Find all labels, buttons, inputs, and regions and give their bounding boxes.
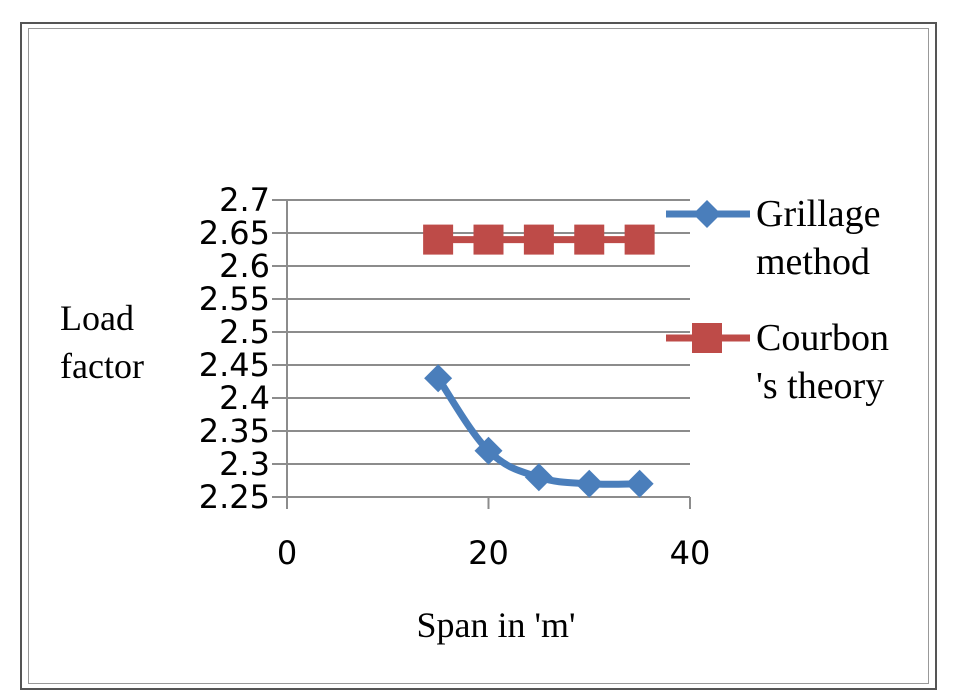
data-point-square bbox=[624, 224, 655, 255]
y-tick-label: 2.45 bbox=[199, 346, 270, 384]
y-tick-label: 2.7 bbox=[219, 181, 270, 219]
chart-frame-outer bbox=[20, 22, 937, 690]
y-axis-label-line: factor bbox=[60, 346, 144, 386]
data-point-diamond bbox=[474, 436, 503, 465]
legend-marker-diamond bbox=[693, 200, 721, 228]
data-point-diamond bbox=[575, 469, 604, 498]
data-point-diamond bbox=[424, 364, 453, 393]
y-tick-label: 2.65 bbox=[199, 214, 270, 252]
y-axis-label-line: Load bbox=[60, 298, 134, 338]
series-layer bbox=[423, 224, 655, 498]
y-tick-label: 2.5 bbox=[219, 313, 270, 351]
data-point-diamond bbox=[524, 463, 553, 492]
x-tick-labels: 0 20 40 bbox=[277, 534, 711, 572]
legend: Grillage method Courbon 's theory bbox=[666, 193, 889, 407]
legend-label: Grillage bbox=[756, 193, 881, 235]
y-tick-label: 2.55 bbox=[199, 280, 270, 318]
x-tick-label: 40 bbox=[670, 534, 711, 572]
data-point-diamond bbox=[625, 469, 654, 498]
y-tick-label: 2.3 bbox=[219, 445, 270, 483]
legend-label: 's theory bbox=[756, 365, 884, 407]
chart-frame-inner bbox=[28, 28, 929, 684]
legend-marker-square bbox=[692, 323, 722, 353]
y-tick-label: 2.4 bbox=[219, 379, 270, 417]
data-point-square bbox=[473, 224, 504, 255]
y-tick-labels: 2.252.32.352.42.452.52.552.62.652.7 bbox=[199, 181, 270, 516]
x-tick-label: 20 bbox=[468, 534, 509, 572]
legend-label: method bbox=[756, 241, 870, 283]
y-tick-label: 2.6 bbox=[219, 247, 270, 285]
x-axis-label: Span in 'm' bbox=[417, 605, 576, 645]
y-axis-label: Load factor bbox=[60, 298, 144, 386]
data-point-square bbox=[574, 224, 605, 255]
y-tick-label: 2.35 bbox=[199, 412, 270, 450]
axes bbox=[286, 200, 691, 509]
x-tick-label: 0 bbox=[277, 534, 297, 572]
data-point-square bbox=[423, 224, 454, 255]
data-point-square bbox=[523, 224, 554, 255]
y-tick-label: 2.25 bbox=[199, 478, 270, 516]
legend-label: Courbon bbox=[756, 317, 889, 359]
